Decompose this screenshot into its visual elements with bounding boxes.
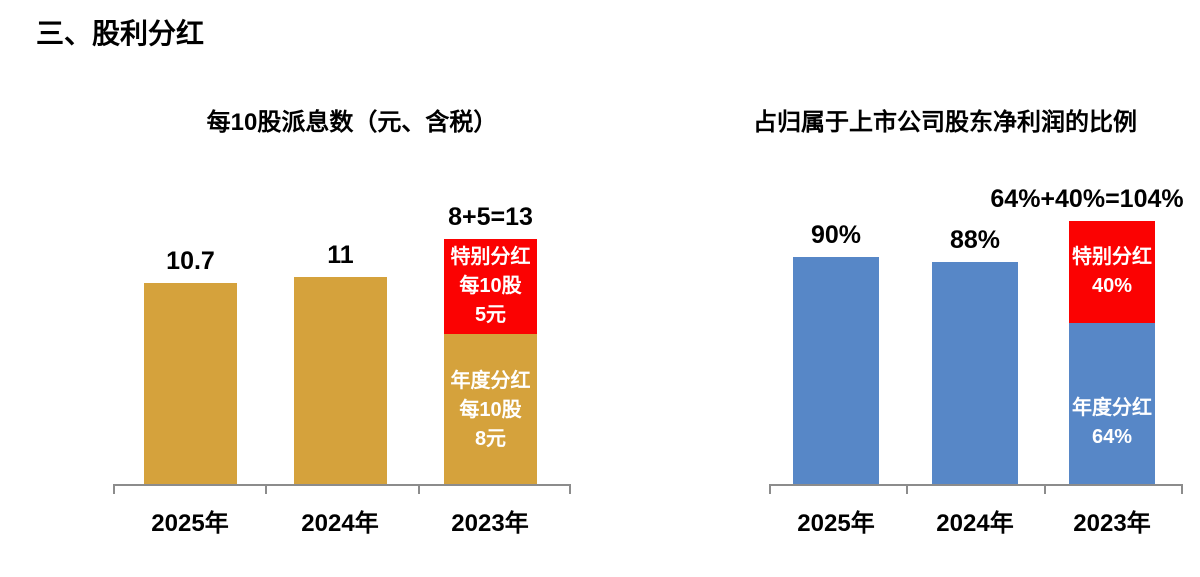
left-x-axis-line (113, 484, 571, 486)
left-bar-2023-special-segment: 特别分红 每10股 5元 (444, 239, 537, 334)
right-bar-2023-special-segment: 特别分红 40% (1069, 221, 1155, 323)
annual-dividend-ratio-label: 年度分红 64% (1072, 396, 1152, 448)
left-bar-2023: 8+5=13 年度分红 每10股 8元 特别分红 每10股 5元 (444, 203, 537, 486)
right-axis-tick (1181, 486, 1183, 494)
special-dividend-per-share-label: 特别分红 每10股 5元 (450, 246, 531, 326)
right-chart-title: 占归属于上市公司股东净利润的比例 (753, 109, 1137, 136)
right-bar-2024: 88% (932, 226, 1018, 486)
left-axis-tick (265, 486, 267, 494)
left-bar-2024-annual-segment (294, 277, 387, 486)
right-bar-2023-annual-segment: 年度分红 64% (1069, 323, 1155, 486)
left-axis-tick (569, 486, 571, 494)
right-bar-2025-value-label: 90% (810, 221, 862, 249)
right-bar-2025: 90% (793, 221, 879, 486)
left-axis-tick (113, 486, 115, 494)
left-bar-2023-value-label: 8+5=13 (448, 203, 533, 231)
left-bar-2025-annual-segment (144, 283, 237, 486)
right-bar-2024-value-label: 88% (949, 226, 1001, 254)
annual-dividend-per-share-label: 年度分红 每10股 8元 (450, 369, 531, 450)
special-dividend-ratio-label: 特别分红 40% (1072, 246, 1152, 297)
left-bar-2024: 11 (294, 241, 387, 486)
left-bar-2025: 10.7 (144, 247, 237, 486)
left-category-2024: 2024年 (301, 510, 379, 537)
left-bar-2023-annual-segment: 年度分红 每10股 8元 (444, 334, 537, 486)
left-bar-2025-value-label: 10.7 (166, 247, 215, 275)
right-axis-tick (769, 486, 771, 494)
left-axis-tick (418, 486, 420, 494)
right-category-2025: 2025年 (797, 510, 875, 537)
right-bar-2023-value-label: 64%+40%=104% (990, 185, 1184, 213)
left-category-2025: 2025年 (151, 510, 229, 537)
right-bar-2025-annual-segment (793, 257, 879, 486)
left-bar-2024-value-label: 11 (327, 241, 354, 269)
right-axis-tick (1044, 486, 1046, 494)
right-bar-2024-annual-segment (932, 262, 1018, 486)
left-chart-title: 每10股派息数（元、含税） (206, 109, 498, 136)
right-axis-tick (906, 486, 908, 494)
slide-title: 三、股利分红 (36, 18, 205, 49)
right-category-2023: 2023年 (1073, 510, 1151, 537)
right-bar-2023: 64%+40%=104% 年度分红 64% 特别分红 40% (990, 185, 1184, 486)
left-category-2023: 2023年 (451, 510, 529, 537)
right-category-2024: 2024年 (936, 510, 1014, 537)
right-x-axis-line (769, 484, 1183, 486)
